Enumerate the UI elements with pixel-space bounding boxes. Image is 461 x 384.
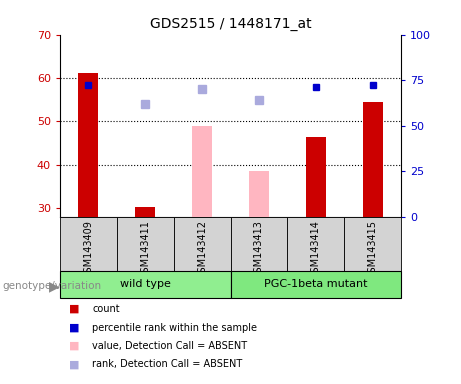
Bar — [135, 207, 155, 217]
Text: GSM143414: GSM143414 — [311, 220, 321, 278]
Bar — [60, 217, 117, 271]
Bar — [174, 217, 230, 271]
Text: value, Detection Call = ABSENT: value, Detection Call = ABSENT — [92, 341, 247, 351]
Bar — [60, 271, 230, 298]
Text: GSM143413: GSM143413 — [254, 220, 264, 278]
Bar — [230, 271, 401, 298]
Bar — [78, 73, 98, 217]
Text: wild type: wild type — [120, 279, 171, 289]
Text: PGC-1beta mutant: PGC-1beta mutant — [264, 279, 367, 289]
Text: ■: ■ — [69, 323, 80, 333]
Text: GSM143411: GSM143411 — [140, 220, 150, 278]
Bar — [117, 217, 174, 271]
Text: GSM143415: GSM143415 — [367, 220, 378, 279]
Bar — [363, 102, 383, 217]
Text: rank, Detection Call = ABSENT: rank, Detection Call = ABSENT — [92, 359, 242, 369]
Text: count: count — [92, 304, 120, 314]
Title: GDS2515 / 1448171_at: GDS2515 / 1448171_at — [150, 17, 311, 31]
Bar — [192, 126, 212, 217]
Text: GSM143409: GSM143409 — [83, 220, 94, 278]
Bar — [230, 217, 287, 271]
Text: ■: ■ — [69, 304, 80, 314]
Bar — [306, 137, 326, 217]
Bar — [287, 217, 344, 271]
Bar — [344, 217, 401, 271]
Text: genotype/variation: genotype/variation — [2, 281, 101, 291]
Text: GSM143412: GSM143412 — [197, 220, 207, 279]
Text: ■: ■ — [69, 341, 80, 351]
Text: percentile rank within the sample: percentile rank within the sample — [92, 323, 257, 333]
Bar — [249, 171, 269, 217]
Text: ■: ■ — [69, 359, 80, 369]
Text: ▶: ▶ — [49, 279, 60, 293]
